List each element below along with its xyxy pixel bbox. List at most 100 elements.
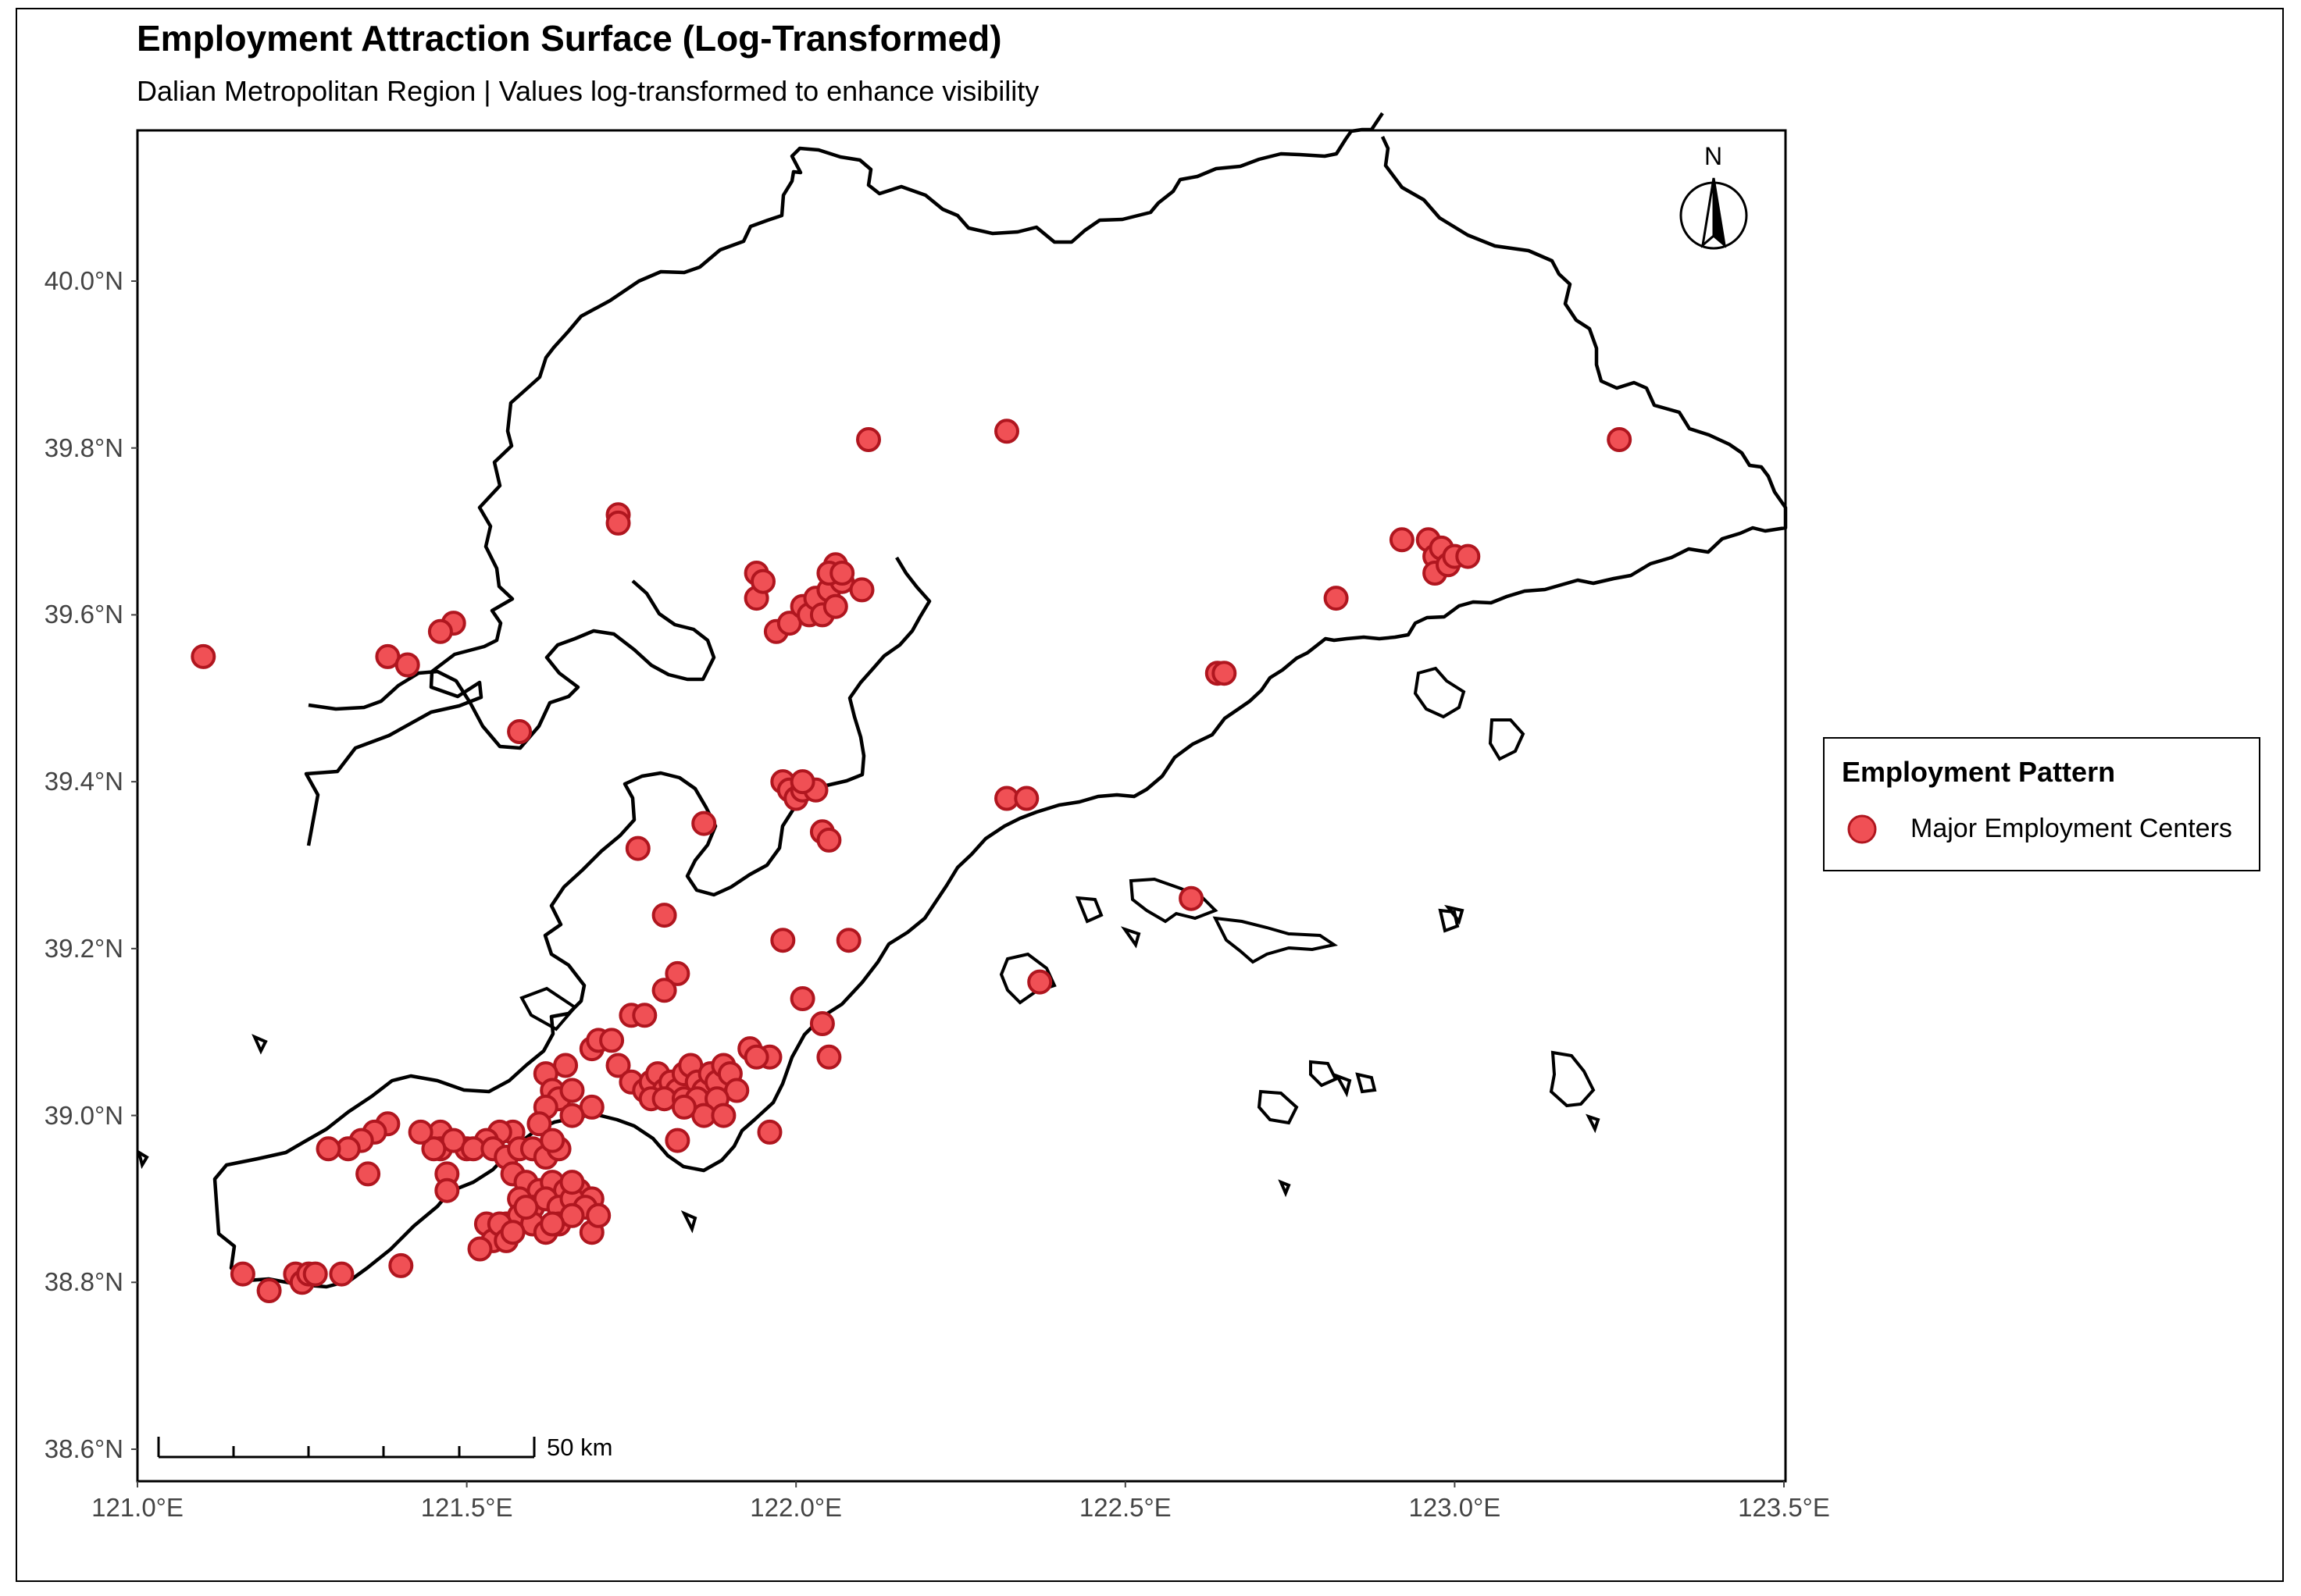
employment-center-point: [625, 835, 651, 861]
employment-center-point: [507, 719, 533, 744]
y-tick-label: 40.0°N: [44, 266, 123, 295]
employment-center-point: [421, 1136, 447, 1162]
employment-center-point: [632, 1003, 658, 1028]
legend: Employment Pattern Major Employment Cent…: [1823, 737, 2260, 871]
employment-center-point: [500, 1220, 526, 1245]
island-shape: [1212, 916, 1339, 964]
employment-center-point: [394, 652, 420, 678]
island-shape: [1129, 877, 1218, 924]
employment-center-point: [1389, 527, 1414, 553]
x-tick-label: 122.5°E: [1079, 1493, 1172, 1522]
employment-center-point: [540, 1128, 565, 1153]
island-shape: [1278, 1179, 1291, 1198]
employment-center-point: [526, 1111, 552, 1137]
employment-center-point: [816, 827, 842, 853]
island-shape: [1488, 718, 1525, 761]
employment-center-point: [605, 1053, 631, 1078]
island-shape: [1413, 666, 1466, 719]
axis-ticks: [131, 280, 1785, 1487]
island-shape: [1257, 1089, 1299, 1125]
employment-center-point: [665, 1128, 690, 1153]
employment-center-point: [829, 561, 855, 586]
employment-center-point: [256, 1278, 282, 1303]
y-tick-label: 38.8°N: [44, 1267, 123, 1297]
employment-center-point: [790, 769, 815, 795]
y-tick-label: 39.6°N: [44, 600, 123, 629]
employment-center-point: [751, 568, 776, 594]
legend-title: Employment Pattern: [1842, 756, 2116, 788]
employment-center-point: [651, 978, 677, 1003]
employment-center-point: [1027, 969, 1053, 995]
legend-item-label: Major Employment Centers: [1910, 814, 2232, 843]
employment-center-point: [1211, 661, 1237, 686]
employment-center-point: [388, 1252, 414, 1278]
legend-swatch-icon: [1847, 814, 1877, 844]
employment-center-point: [744, 1044, 769, 1070]
employment-center-point: [994, 419, 1019, 444]
employment-center-point: [671, 1094, 697, 1120]
employment-center-point: [302, 1261, 328, 1287]
employment-center-point: [711, 1103, 737, 1128]
employment-center-point: [849, 577, 875, 603]
employment-center-point: [665, 960, 690, 986]
employment-center-point: [230, 1261, 255, 1287]
x-tick-label: 121.5°E: [420, 1493, 513, 1522]
scale-bar-label: 50 km: [547, 1434, 613, 1461]
island-shape: [519, 986, 577, 1031]
employment-center-point: [809, 1011, 835, 1036]
employment-center-point: [691, 810, 717, 836]
map-subtitle: Dalian Metropolitan Region | Values log-…: [137, 75, 1040, 107]
employment-center-point: [540, 1211, 565, 1237]
employment-center-point: [586, 1202, 612, 1228]
x-tick-label: 123.5°E: [1738, 1493, 1830, 1522]
employment-center-point: [822, 593, 848, 619]
island-shape: [1309, 1060, 1338, 1088]
island-shape: [1444, 904, 1464, 925]
region-outline-path: [308, 579, 716, 750]
map-panel-border: [136, 129, 1787, 1483]
employment-center-point: [856, 427, 881, 452]
north-label: N: [1704, 142, 1723, 170]
employment-center-point: [316, 1136, 341, 1162]
region-boundary: [212, 112, 1788, 1289]
island-shape: [1549, 1050, 1596, 1108]
island-shape: [1586, 1113, 1600, 1134]
island-shape: [136, 1149, 149, 1170]
region-outline-path: [212, 136, 1788, 1289]
employment-center-point: [651, 903, 677, 928]
island-shape: [252, 1034, 268, 1055]
region-outline-path: [304, 112, 1384, 846]
employment-center-point: [816, 1044, 842, 1070]
employment-center-point: [467, 1236, 493, 1262]
employment-points: [191, 419, 1632, 1303]
y-tick-label: 39.0°N: [44, 1100, 123, 1130]
y-tick-label: 39.2°N: [44, 933, 123, 963]
employment-center-point: [605, 510, 631, 536]
x-tick-label: 121.0°E: [91, 1493, 184, 1522]
employment-center-point: [513, 1195, 539, 1220]
employment-center-point: [427, 618, 453, 644]
x-tick-label: 122.0°E: [750, 1493, 843, 1522]
employment-center-point: [1455, 543, 1481, 569]
north-arrow-icon: [1679, 177, 1748, 250]
island-shape: [1438, 908, 1460, 933]
employment-center-point: [408, 1119, 433, 1145]
employment-center-point: [836, 928, 862, 953]
x-tick-label: 123.0°E: [1408, 1493, 1501, 1522]
employment-center-point: [1179, 885, 1204, 911]
employment-center-point: [599, 1028, 625, 1053]
employment-center-point: [770, 928, 796, 953]
y-tick-label: 38.6°N: [44, 1434, 123, 1463]
employment-center-point: [790, 986, 815, 1011]
employment-center-point: [434, 1177, 460, 1203]
employment-center-point: [191, 643, 216, 669]
employment-center-point: [559, 1170, 585, 1195]
employment-center-point: [757, 1119, 783, 1145]
scale-bar: [157, 1437, 536, 1459]
employment-center-point: [559, 1103, 585, 1128]
employment-center-point: [1014, 786, 1040, 811]
employment-center-point: [1607, 427, 1632, 452]
y-tick-label: 39.4°N: [44, 767, 123, 796]
employment-center-point: [1323, 586, 1349, 611]
